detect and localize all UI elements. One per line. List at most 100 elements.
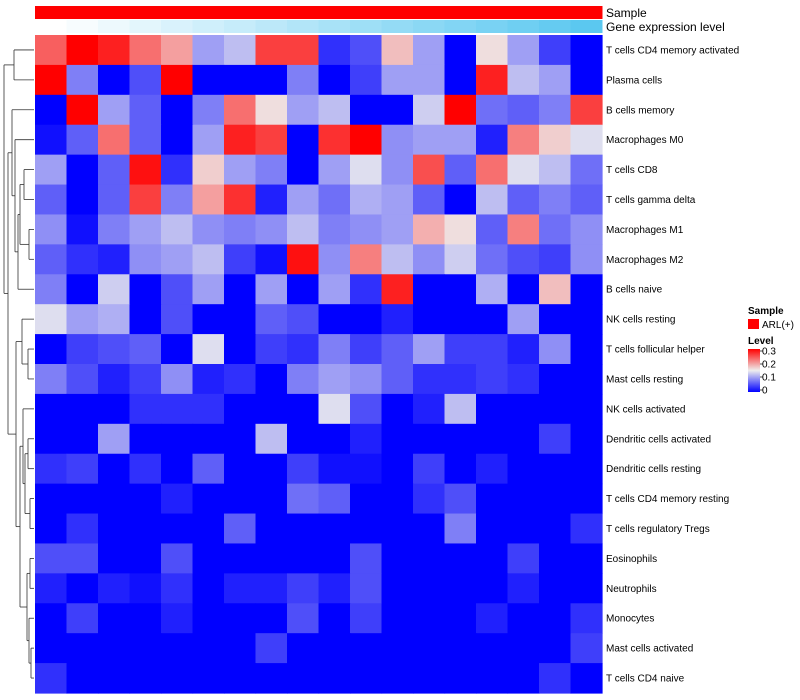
heatmap-cell bbox=[287, 603, 320, 634]
heatmap-cell bbox=[192, 214, 225, 245]
heatmap-cell bbox=[287, 154, 320, 186]
heatmap-cell bbox=[192, 334, 225, 365]
heatmap-cell bbox=[570, 483, 603, 515]
heatmap-cell bbox=[129, 244, 162, 275]
heatmap-cell bbox=[255, 393, 288, 425]
heatmap-cell bbox=[507, 393, 540, 425]
heatmap-cell bbox=[507, 274, 540, 305]
heatmap-cell bbox=[287, 304, 320, 335]
heatmap-cell bbox=[350, 184, 383, 216]
heatmap-cell bbox=[66, 573, 99, 604]
row-label: T cells CD4 naive bbox=[606, 674, 685, 685]
heatmap-cell bbox=[255, 364, 288, 395]
annotation-level-cell bbox=[161, 20, 193, 33]
heatmap-cell bbox=[224, 423, 257, 455]
row-label: Macrophages M0 bbox=[606, 135, 684, 146]
heatmap-cell bbox=[224, 274, 257, 305]
heatmap-cell bbox=[255, 543, 288, 574]
row-label: T cells CD4 memory resting bbox=[606, 494, 729, 505]
heatmap-cell bbox=[507, 573, 540, 604]
heatmap-cell bbox=[570, 543, 603, 574]
row-label: T cells CD4 memory activated bbox=[606, 45, 739, 56]
heatmap-cell bbox=[444, 244, 477, 275]
heatmap-cell bbox=[570, 663, 603, 694]
heatmap-cell bbox=[98, 423, 131, 455]
heatmap-cell bbox=[98, 94, 131, 126]
heatmap-cell bbox=[192, 184, 225, 216]
heatmap-cell bbox=[66, 184, 99, 216]
heatmap-cell bbox=[98, 124, 131, 156]
annotation-sample-cell bbox=[476, 6, 508, 19]
heatmap-cell bbox=[224, 94, 257, 126]
annotation-level-cell bbox=[507, 20, 540, 33]
heatmap-cell bbox=[381, 423, 414, 455]
heatmap-cell bbox=[413, 35, 446, 66]
heatmap-cell bbox=[161, 304, 194, 335]
heatmap-cell bbox=[224, 124, 257, 156]
heatmap-cell bbox=[381, 184, 414, 216]
heatmap-cell bbox=[539, 513, 572, 545]
heatmap-cell bbox=[224, 334, 257, 365]
heatmap-cell bbox=[129, 633, 162, 664]
heatmap-cell bbox=[129, 274, 162, 305]
heatmap-cell bbox=[539, 423, 572, 455]
heatmap-cell bbox=[287, 244, 320, 275]
heatmap-cell bbox=[224, 513, 257, 545]
heatmap-cell bbox=[570, 393, 603, 425]
heatmap-cell bbox=[476, 453, 509, 485]
heatmap-cell bbox=[35, 304, 68, 335]
heatmap-cell bbox=[287, 513, 320, 545]
heatmap-cell bbox=[444, 663, 477, 694]
heatmap-cell bbox=[161, 35, 194, 66]
heatmap-cell bbox=[318, 423, 351, 455]
annotation-level-cell bbox=[444, 20, 477, 33]
heatmap-cell bbox=[129, 154, 162, 186]
heatmap-cell bbox=[161, 573, 194, 604]
heatmap-cell bbox=[161, 274, 194, 305]
annotation-sample-cell bbox=[287, 6, 319, 19]
heatmap-cell bbox=[255, 35, 288, 66]
heatmap-cell bbox=[507, 184, 540, 216]
heatmap-cell bbox=[98, 633, 131, 664]
heatmap-cell bbox=[318, 663, 351, 694]
heatmap-cell bbox=[35, 453, 68, 485]
heatmap-cell bbox=[350, 35, 383, 66]
heatmap-cell bbox=[350, 483, 383, 515]
heatmap-cell bbox=[98, 64, 131, 96]
heatmap-cell bbox=[318, 483, 351, 515]
heatmap-cell bbox=[539, 154, 572, 186]
annotation-level-cell bbox=[255, 20, 288, 33]
heatmap-cell bbox=[350, 513, 383, 545]
heatmap-cell bbox=[507, 364, 540, 395]
heatmap-cell bbox=[35, 244, 68, 275]
heatmap-cell bbox=[224, 214, 257, 245]
heatmap-cell bbox=[287, 124, 320, 156]
row-label: NK cells activated bbox=[606, 404, 685, 415]
heatmap-cell bbox=[66, 543, 99, 574]
heatmap-cell bbox=[66, 393, 99, 425]
heatmap-cell bbox=[287, 483, 320, 515]
legend-level-tick-label: 0 bbox=[762, 386, 768, 397]
heatmap-cell bbox=[66, 35, 99, 66]
heatmap-cell bbox=[318, 513, 351, 545]
heatmap-cell bbox=[224, 244, 257, 275]
annotation-level-cell bbox=[224, 20, 256, 33]
heatmap-cell bbox=[192, 154, 225, 186]
heatmap-cell bbox=[255, 483, 288, 515]
heatmap-cell bbox=[476, 663, 509, 694]
row-label: Mast cells activated bbox=[606, 644, 693, 655]
heatmap-cell bbox=[476, 603, 509, 634]
heatmap-cell bbox=[66, 274, 99, 305]
heatmap-cell bbox=[35, 274, 68, 305]
annotation-level-cell bbox=[476, 20, 508, 33]
heatmap-cell bbox=[539, 633, 572, 664]
heatmap-cell bbox=[381, 633, 414, 664]
heatmap-cell bbox=[444, 364, 477, 395]
heatmap-cell bbox=[570, 334, 603, 365]
heatmap-cell bbox=[444, 453, 477, 485]
heatmap-cell bbox=[381, 64, 414, 96]
heatmap-cell bbox=[444, 154, 477, 186]
heatmap-cell bbox=[98, 364, 131, 395]
heatmap-cell bbox=[539, 124, 572, 156]
heatmap-cell bbox=[287, 573, 320, 604]
